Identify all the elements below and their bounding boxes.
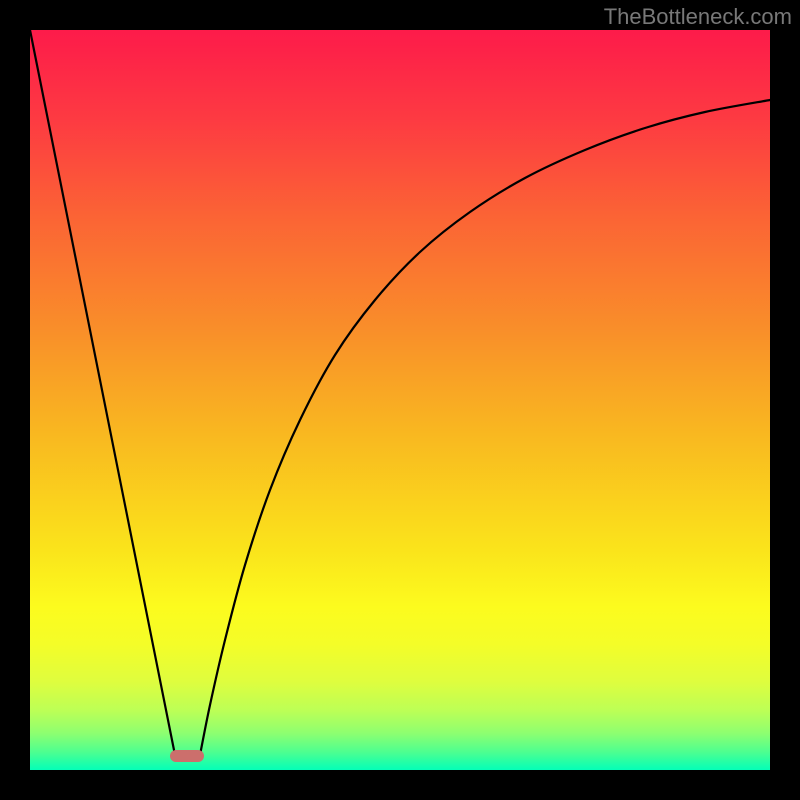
minimum-marker <box>170 750 204 762</box>
gradient-background <box>30 30 770 770</box>
bottleneck-chart <box>0 0 800 800</box>
watermark-text: TheBottleneck.com <box>604 4 792 30</box>
chart-container: TheBottleneck.com <box>0 0 800 800</box>
